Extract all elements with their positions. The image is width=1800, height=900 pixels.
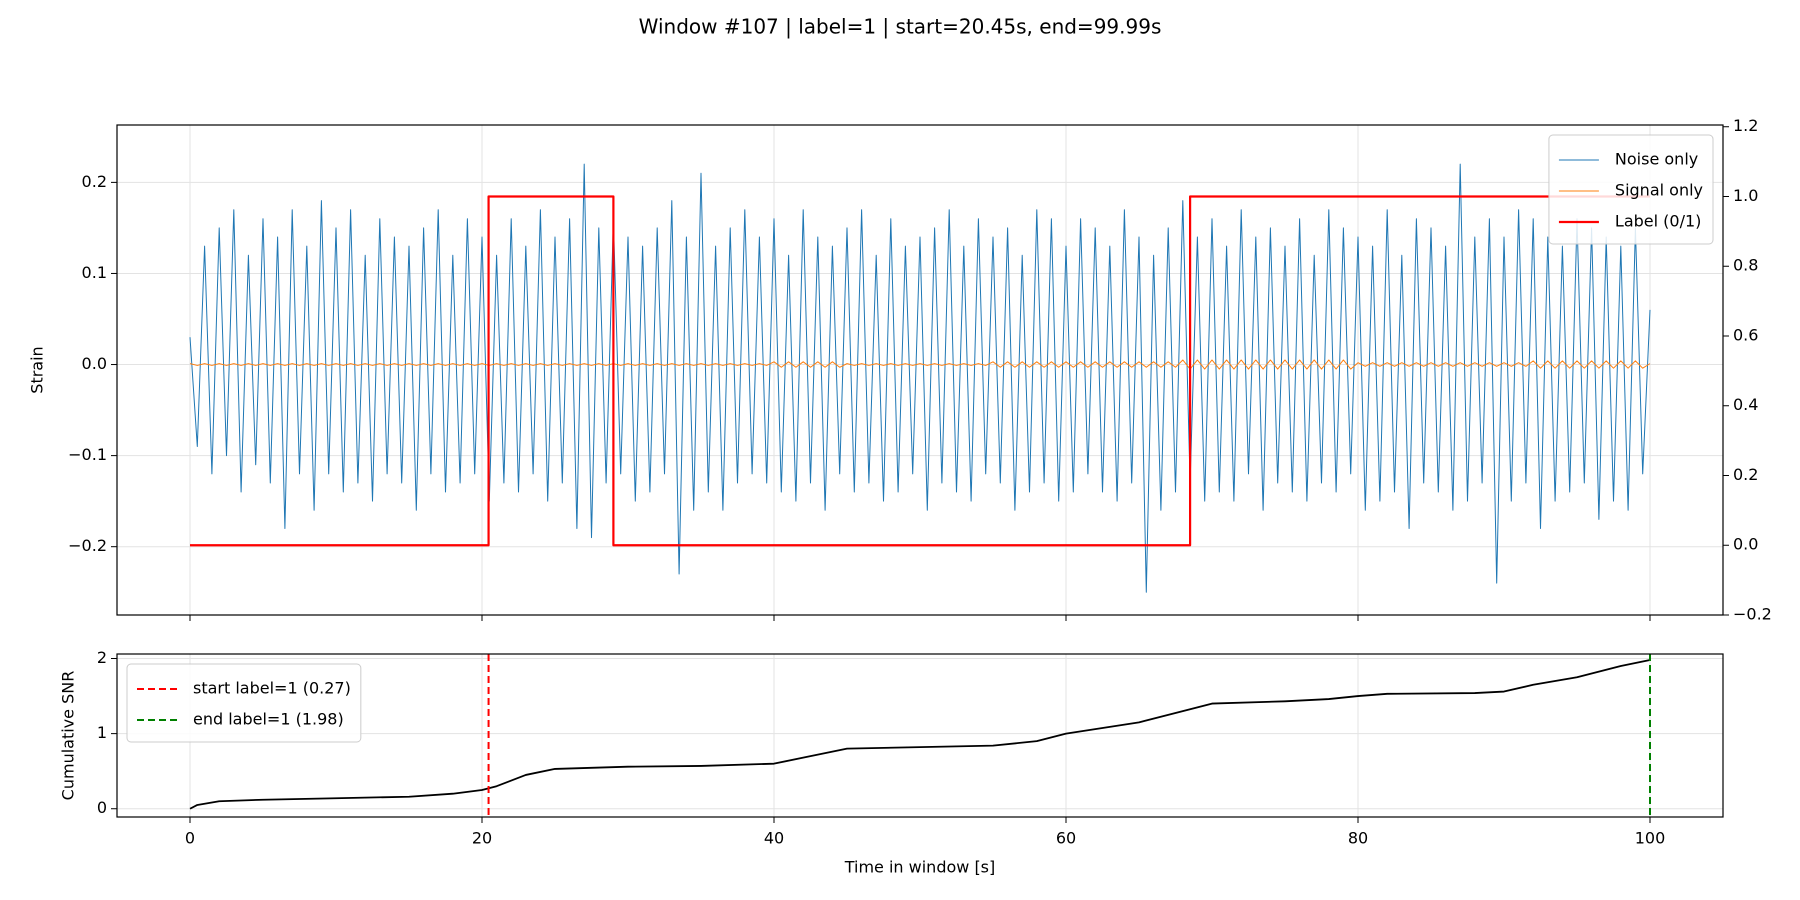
- chart-title: Window #107 | label=1 | start=20.45s, en…: [639, 15, 1162, 39]
- x-tick-label: 100: [1635, 829, 1666, 848]
- axes-frame: [116, 124, 1724, 616]
- y2-tick-label: 0.8: [1733, 256, 1758, 275]
- x-tick-label: 60: [1056, 829, 1076, 848]
- series-line: [189, 359, 1651, 370]
- plot-area: [189, 654, 1651, 817]
- y-tick-label: 0.1: [82, 263, 107, 282]
- y2-tick-label: 1.2: [1733, 116, 1758, 135]
- y2-tick-label: 0.2: [1733, 465, 1758, 484]
- legend-box: [126, 663, 362, 743]
- axes-frame: [116, 653, 1724, 818]
- y2-tick-label: 0.6: [1733, 325, 1758, 344]
- y-tick-label: 0: [97, 798, 107, 817]
- legend-label: end label=1 (1.98): [193, 710, 344, 729]
- y-tick-label: 2: [97, 648, 107, 667]
- legend: start label=1 (0.27) end label=1 (1.98): [126, 663, 362, 743]
- x-tick-label: 0: [185, 829, 195, 848]
- y-tick-label: −0.1: [68, 445, 107, 464]
- y-axis-label: Cumulative SNR: [59, 671, 78, 801]
- y-tick-label: 0.0: [82, 354, 107, 373]
- legend-label: Signal only: [1615, 181, 1703, 200]
- x-axis-label: Time in window [s]: [844, 858, 996, 877]
- y-tick-label: −0.2: [68, 536, 107, 555]
- x-tick-label: 80: [1348, 829, 1368, 848]
- legend-label: start label=1 (0.27): [193, 679, 351, 698]
- y2-tick-label: −0.2: [1733, 605, 1772, 624]
- legend: Noise only Signal only Label (0/1): [1548, 134, 1714, 245]
- x-tick-label: 40: [764, 829, 784, 848]
- series-line: [189, 659, 1651, 810]
- legend-label: Label (0/1): [1615, 212, 1701, 231]
- plot-area: [189, 163, 1651, 593]
- y2-tick-label: 0.4: [1733, 395, 1758, 414]
- y2-tick-label: 1.0: [1733, 186, 1758, 205]
- y-tick-label: 1: [97, 723, 107, 742]
- series-line: [190, 195, 1650, 547]
- x-tick-label: 20: [472, 829, 492, 848]
- y-axis-label: Strain: [28, 346, 47, 393]
- series-line: [189, 163, 1651, 593]
- legend-label: Noise only: [1615, 150, 1698, 169]
- y2-tick-label: 0.0: [1733, 535, 1758, 554]
- y-tick-label: 0.2: [82, 172, 107, 191]
- legend-box: [1548, 134, 1714, 245]
